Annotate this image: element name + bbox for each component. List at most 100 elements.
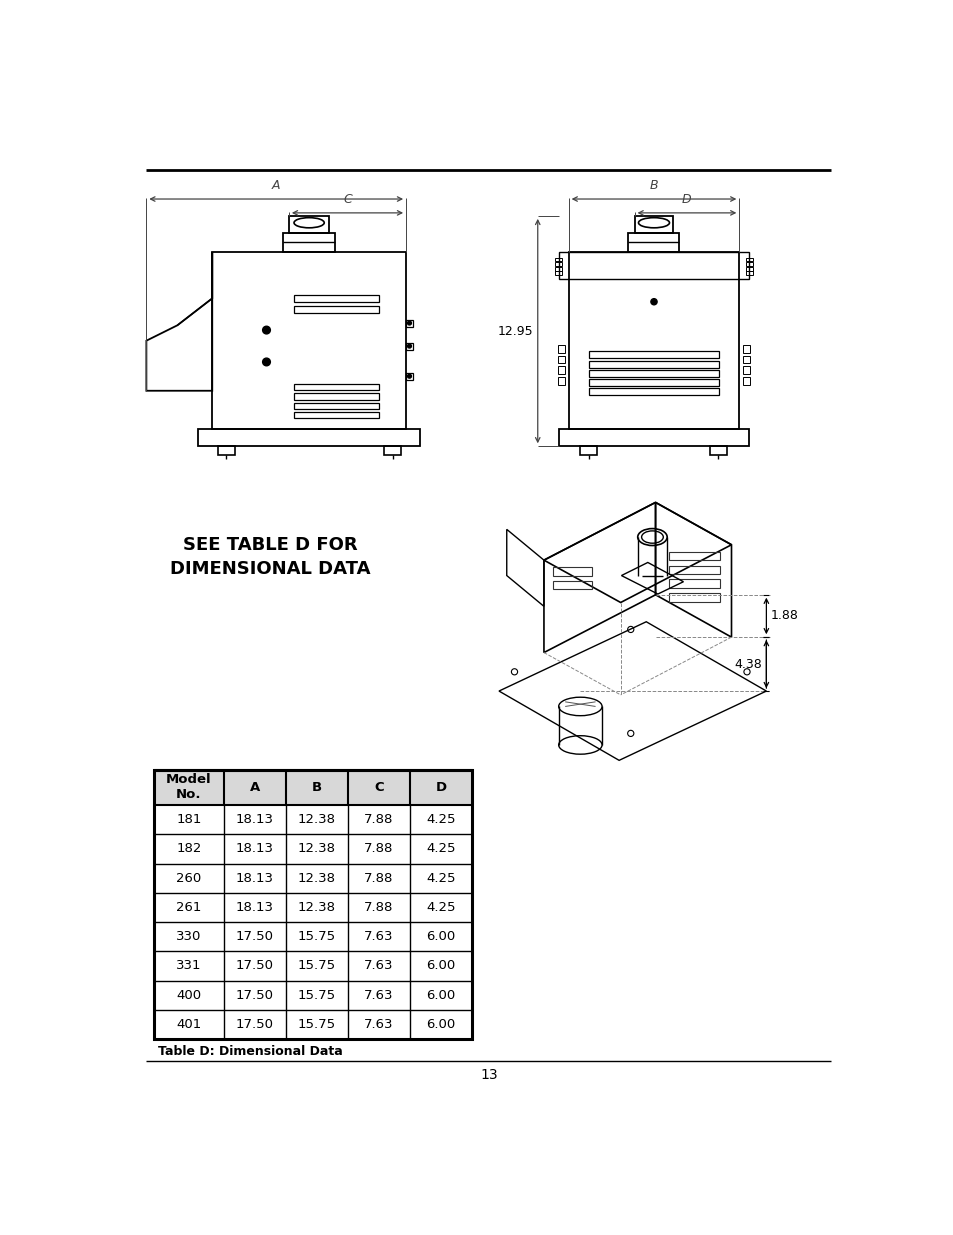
Text: A: A — [272, 179, 280, 193]
Text: 17.50: 17.50 — [235, 1018, 274, 1031]
Text: 330: 330 — [176, 930, 201, 944]
Bar — [669, 579, 720, 588]
Text: A: A — [250, 781, 260, 794]
Bar — [589, 352, 718, 358]
Text: 6.00: 6.00 — [426, 930, 455, 944]
Text: 181: 181 — [176, 813, 201, 826]
Text: 13: 13 — [479, 1067, 497, 1082]
Text: D: D — [435, 781, 446, 794]
Bar — [745, 258, 753, 262]
Bar — [742, 356, 749, 363]
Text: 18.13: 18.13 — [235, 872, 274, 884]
Bar — [217, 446, 234, 456]
Bar — [289, 216, 329, 233]
Text: D: D — [681, 193, 691, 206]
Bar — [553, 580, 592, 589]
Bar — [745, 272, 753, 275]
Text: 12.95: 12.95 — [497, 325, 533, 337]
Circle shape — [262, 326, 270, 333]
Bar — [555, 258, 561, 262]
Text: Table D: Dimensional Data: Table D: Dimensional Data — [158, 1045, 342, 1058]
Bar — [558, 377, 564, 385]
Text: 260: 260 — [176, 872, 201, 884]
Text: B: B — [649, 179, 658, 193]
Text: 261: 261 — [176, 900, 201, 914]
Text: 17.50: 17.50 — [235, 930, 274, 944]
Circle shape — [262, 358, 270, 366]
Bar — [294, 403, 378, 409]
Bar — [742, 367, 749, 374]
Bar — [558, 430, 748, 446]
Bar — [555, 272, 561, 275]
Circle shape — [407, 321, 411, 325]
Bar — [669, 566, 720, 574]
Bar — [742, 377, 749, 385]
Bar — [154, 769, 472, 805]
Bar — [294, 305, 378, 312]
Bar — [282, 233, 335, 252]
Bar — [589, 361, 718, 368]
Text: 7.88: 7.88 — [364, 813, 394, 826]
Bar — [558, 345, 564, 353]
Text: 331: 331 — [176, 960, 201, 972]
Text: 1.88: 1.88 — [770, 610, 798, 622]
Bar — [406, 373, 413, 379]
Text: 182: 182 — [176, 842, 201, 856]
Text: DIMENSIONAL DATA: DIMENSIONAL DATA — [170, 561, 370, 578]
Text: 7.88: 7.88 — [364, 872, 394, 884]
Bar — [294, 295, 378, 301]
Text: 4.25: 4.25 — [426, 900, 456, 914]
Bar — [555, 262, 561, 266]
Bar — [634, 216, 673, 233]
Text: 15.75: 15.75 — [297, 930, 335, 944]
Text: 12.38: 12.38 — [297, 813, 335, 826]
Text: 4.38: 4.38 — [734, 657, 761, 671]
Circle shape — [407, 374, 411, 378]
Bar — [154, 769, 472, 1039]
Bar — [198, 430, 419, 446]
Text: 7.63: 7.63 — [364, 1018, 394, 1031]
Bar — [745, 262, 753, 266]
Bar — [553, 567, 592, 576]
Text: 17.50: 17.50 — [235, 989, 274, 1002]
Text: 12.38: 12.38 — [297, 900, 335, 914]
Text: 4.25: 4.25 — [426, 813, 456, 826]
Bar — [212, 252, 406, 430]
Bar — [384, 446, 401, 456]
Text: 7.63: 7.63 — [364, 930, 394, 944]
Text: 401: 401 — [176, 1018, 201, 1031]
Text: C: C — [343, 193, 352, 206]
Bar — [568, 252, 739, 430]
Bar — [294, 384, 378, 390]
Text: 15.75: 15.75 — [297, 960, 335, 972]
Text: 6.00: 6.00 — [426, 1018, 455, 1031]
Bar — [406, 342, 413, 350]
Circle shape — [650, 299, 657, 305]
Text: 12.38: 12.38 — [297, 872, 335, 884]
Text: B: B — [312, 781, 321, 794]
Bar — [709, 446, 726, 456]
Text: Model
No.: Model No. — [166, 773, 212, 802]
Text: 7.63: 7.63 — [364, 989, 394, 1002]
Text: 15.75: 15.75 — [297, 1018, 335, 1031]
Circle shape — [407, 345, 411, 348]
Bar — [742, 345, 749, 353]
Bar — [558, 252, 748, 279]
Text: 6.00: 6.00 — [426, 989, 455, 1002]
Text: 7.88: 7.88 — [364, 900, 394, 914]
Text: 18.13: 18.13 — [235, 813, 274, 826]
Bar — [589, 379, 718, 387]
Bar — [294, 394, 378, 400]
Bar — [669, 593, 720, 601]
Bar — [579, 446, 597, 456]
Text: 17.50: 17.50 — [235, 960, 274, 972]
Text: 7.88: 7.88 — [364, 842, 394, 856]
Text: 6.00: 6.00 — [426, 960, 455, 972]
Bar — [589, 370, 718, 377]
Bar — [628, 233, 679, 252]
Bar — [669, 552, 720, 561]
Bar — [745, 267, 753, 270]
Text: 12.38: 12.38 — [297, 842, 335, 856]
Text: 7.63: 7.63 — [364, 960, 394, 972]
Bar — [294, 411, 378, 417]
